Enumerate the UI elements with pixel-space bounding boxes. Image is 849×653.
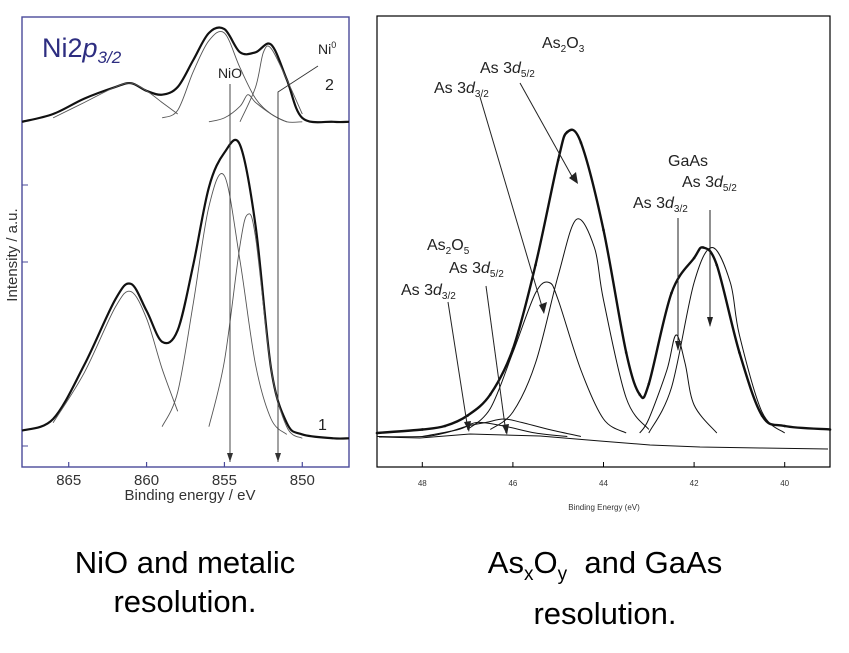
left-spectrum-1-component [52, 290, 179, 424]
right-data-point [828, 428, 832, 431]
right-data-point [421, 428, 424, 431]
arrow-as2o5-3d52 [485, 285, 507, 434]
left-spectrum-2-component [239, 45, 303, 122]
left-chart: 865 860 855 850 Ni2p3/2 NiO Ni0 2 1 Binding… [4, 16, 350, 504]
label-as2o5-3d32: As 3d3/2 [401, 282, 456, 302]
label-as2o5: As2O5 [427, 237, 470, 257]
left-y-axis-label: Intensity / a.u. [4, 208, 21, 301]
right-data-point [760, 414, 764, 417]
right-component-curve [467, 281, 627, 434]
right-data-point [783, 424, 786, 428]
right-arrowheads [464, 172, 713, 435]
arrow-as2o3-3d32 [479, 96, 544, 311]
left-x-tick-label: 860 [134, 472, 159, 489]
spectrum-label-2: 2 [325, 77, 334, 94]
label-as2o3-3d32: As 3d3/2 [434, 80, 489, 100]
right-data-point [701, 246, 705, 249]
left-plot-frame [21, 16, 350, 468]
right-data-point [715, 263, 719, 267]
right-caption-line1: AsxOy and GaAs [487, 545, 723, 586]
right-envelope-curve [376, 128, 831, 435]
right-data-point [565, 130, 569, 134]
left-caption-line1: NiO and metalic [74, 545, 296, 580]
left-caption-line2: resolution. [113, 584, 257, 619]
left-x-tick-label: 850 [290, 472, 315, 489]
arrow-as2o5-3d32 [447, 301, 469, 431]
annotation-nio: NiO [218, 65, 242, 81]
ni0-marker-arrowhead [275, 453, 281, 462]
annotation-ni0: Ni0 [318, 40, 336, 57]
right-x-tick-label: 42 [690, 479, 699, 488]
right-data-point [738, 351, 741, 354]
right-data-point [488, 393, 492, 396]
right-component-curve [422, 421, 568, 437]
ni0-marker-line [277, 65, 319, 462]
right-background-line [378, 433, 829, 450]
right-annotation-arrows [447, 82, 711, 434]
left-spectrum-1-envelope [21, 138, 350, 440]
right-x-tick-label: 48 [418, 479, 427, 488]
label-as2o5-3d52: As 3d5/2 [449, 260, 504, 280]
right-data-point [692, 256, 696, 260]
right-data-point [466, 414, 469, 417]
right-data-point [579, 141, 583, 144]
right-data-point [602, 228, 605, 232]
right-chart: 48 46 44 42 40 As2O3 As 3d5/2 As 3d3/2 GaAs … [375, 15, 832, 512]
left-x-tick-label: 855 [212, 472, 237, 489]
right-x-tick-label: 44 [599, 479, 608, 488]
right-caption: AsxOy and GaAs resolution. [430, 543, 780, 633]
left-chart-title: Ni2p3/2 [42, 33, 122, 67]
label-gaas: GaAs [668, 153, 708, 170]
right-component-curve [489, 218, 650, 430]
spectrum-label-1: 1 [318, 417, 327, 434]
right-data-point [443, 424, 447, 428]
right-x-tick-label: 46 [508, 479, 517, 488]
arrow-as2o3-3d52 [519, 82, 575, 181]
right-component-curve [648, 246, 786, 434]
left-x-tick-label: 865 [56, 472, 81, 489]
right-data-point [375, 431, 379, 435]
right-x-tick-label: 40 [780, 479, 789, 488]
right-data-point [534, 263, 537, 267]
nio-marker-arrowhead [227, 453, 233, 462]
label-as2o3-3d52: As 3d5/2 [480, 60, 535, 80]
right-component-curve [639, 334, 718, 434]
right-data-point [647, 382, 651, 386]
right-data-point [670, 291, 673, 295]
right-data-point [624, 351, 628, 354]
label-as2o3: As2O3 [542, 35, 585, 55]
right-data-point [511, 347, 515, 351]
right-data-point [638, 393, 642, 396]
label-gaas-3d32: As 3d3/2 [633, 195, 688, 215]
left-x-axis-label: Binding energy / eV [125, 487, 256, 504]
label-gaas-3d52: As 3d5/2 [682, 174, 737, 194]
right-data-point [556, 158, 560, 162]
left-spectrum-1-component [161, 173, 288, 435]
left-caption: NiO and metalic resolution. [20, 543, 350, 621]
right-caption-line2: resolution. [533, 596, 677, 632]
left-spectrum-2-component [52, 82, 178, 119]
left-spectrum-1-component [208, 213, 303, 439]
right-x-axis-label: Binding Energy (eV) [568, 503, 640, 512]
